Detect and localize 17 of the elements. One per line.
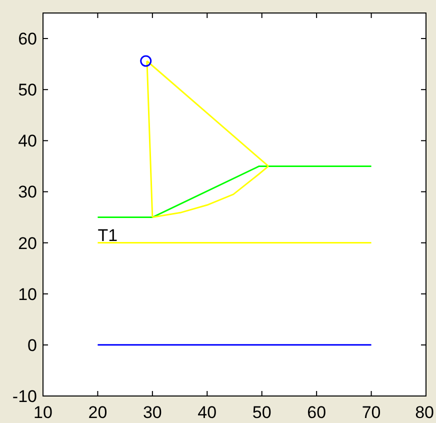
y-tick-label: 30 (18, 182, 37, 202)
x-tick-label: 40 (198, 403, 217, 422)
x-tick-label: 50 (252, 403, 272, 422)
y-tick-label: 40 (18, 132, 37, 151)
y-tick-label: 50 (18, 80, 37, 100)
y-tick-label: 0 (28, 336, 37, 355)
y-tick-label: 60 (18, 29, 37, 48)
x-tick-label: 80 (415, 403, 434, 422)
x-tick-label: 30 (142, 403, 162, 422)
x-tick-label: 10 (34, 403, 52, 422)
x-tick-label: 70 (362, 403, 381, 422)
y-tick-label: 10 (18, 284, 37, 304)
y-tick-label: -10 (12, 386, 37, 406)
y-tick-label: 20 (18, 234, 37, 253)
x-tick-label: 60 (307, 403, 326, 422)
x-tick-label: 20 (88, 403, 108, 422)
annotation: T1 (98, 226, 118, 245)
